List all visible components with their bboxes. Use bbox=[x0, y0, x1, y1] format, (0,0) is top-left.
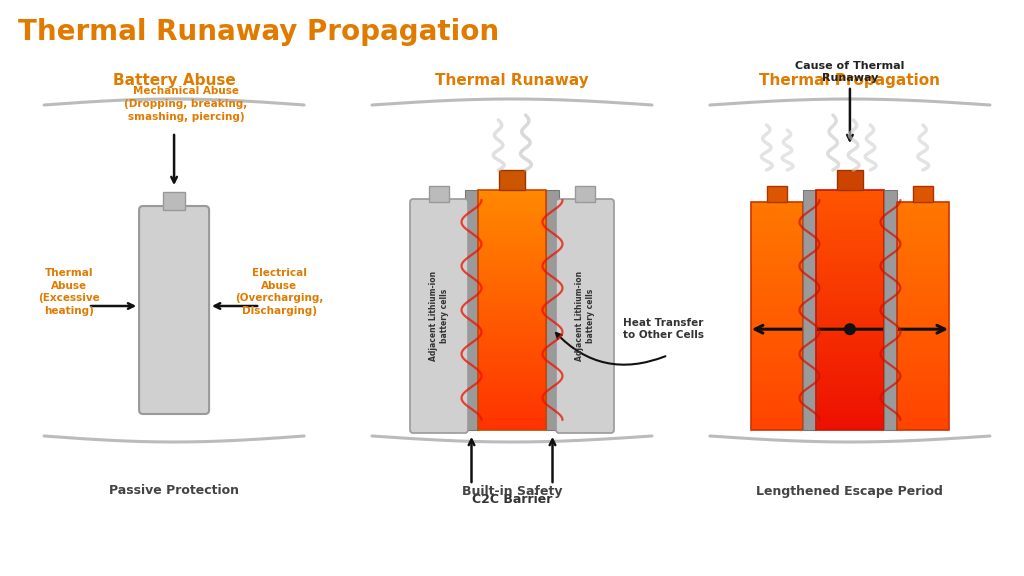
Bar bbox=[884, 190, 897, 430]
Bar bbox=[816, 190, 884, 430]
Bar bbox=[803, 190, 816, 430]
FancyBboxPatch shape bbox=[410, 199, 468, 433]
Text: Mechanical Abuse
(Dropping, breaking,
smashing, piercing): Mechanical Abuse (Dropping, breaking, sm… bbox=[125, 86, 248, 122]
Text: Lengthened Escape Period: Lengthened Escape Period bbox=[757, 484, 943, 498]
Bar bbox=[429, 186, 449, 202]
Text: Thermal
Abuse
(Excessive
heating): Thermal Abuse (Excessive heating) bbox=[38, 268, 100, 316]
FancyBboxPatch shape bbox=[139, 206, 209, 414]
Text: Passive Protection: Passive Protection bbox=[110, 484, 239, 498]
Bar bbox=[478, 190, 546, 430]
Bar bbox=[767, 186, 786, 202]
Bar bbox=[465, 190, 478, 430]
Text: Built-in Safety: Built-in Safety bbox=[462, 484, 562, 498]
Text: Thermal Runaway: Thermal Runaway bbox=[435, 73, 589, 88]
Text: Thermal Propagation: Thermal Propagation bbox=[760, 73, 940, 88]
Bar bbox=[499, 170, 525, 190]
Text: C2C Barrier: C2C Barrier bbox=[472, 493, 552, 506]
Bar bbox=[546, 190, 559, 430]
Circle shape bbox=[844, 323, 856, 335]
Bar bbox=[751, 202, 803, 430]
Bar bbox=[897, 202, 949, 430]
Bar bbox=[575, 186, 595, 202]
Bar bbox=[837, 170, 863, 190]
Text: Adjacent Lithium-ion
battery cells: Adjacent Lithium-ion battery cells bbox=[429, 271, 450, 361]
Text: Cause of Thermal
Runaway: Cause of Thermal Runaway bbox=[796, 60, 904, 83]
Bar bbox=[163, 192, 185, 210]
Bar bbox=[913, 186, 933, 202]
FancyBboxPatch shape bbox=[556, 199, 614, 433]
Text: Battery Abuse: Battery Abuse bbox=[113, 73, 236, 88]
Text: Electrical
Abuse
(Overcharging,
Discharging): Electrical Abuse (Overcharging, Discharg… bbox=[234, 268, 324, 316]
Text: Adjacent Lithium-ion
battery cells: Adjacent Lithium-ion battery cells bbox=[574, 271, 595, 361]
Text: Thermal Runaway Propagation: Thermal Runaway Propagation bbox=[18, 18, 499, 46]
Text: Heat Transfer
to Other Cells: Heat Transfer to Other Cells bbox=[623, 318, 705, 340]
